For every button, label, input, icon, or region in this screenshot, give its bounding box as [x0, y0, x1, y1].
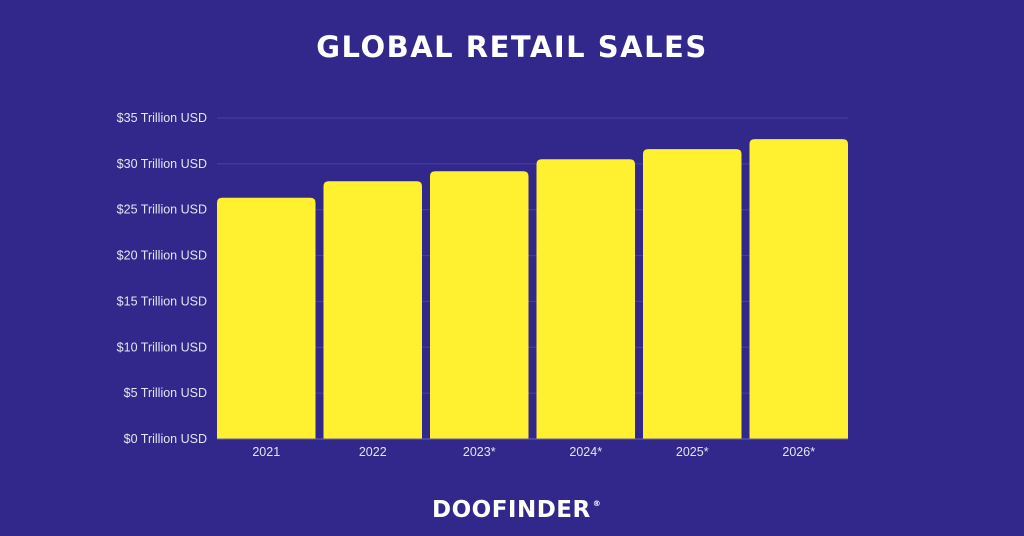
- y-tick-label: $0 Trillion USD: [124, 432, 207, 446]
- x-tick-label: 2025*: [676, 445, 709, 459]
- x-tick-label: 2021: [252, 445, 280, 459]
- bar-2026: [749, 139, 848, 439]
- y-tick-label: $15 Trillion USD: [117, 294, 207, 308]
- bar-2025: [643, 149, 742, 439]
- x-tick-label: 2026*: [782, 445, 815, 459]
- y-tick-label: $5 Trillion USD: [124, 386, 207, 400]
- registered-mark: ®: [592, 499, 602, 508]
- y-tick-label: $25 Trillion USD: [117, 203, 207, 217]
- logo-text: DOOFINDER: [432, 497, 591, 523]
- bar-2024: [536, 159, 635, 439]
- doofinder-logo: DOOFINDER ®: [432, 497, 601, 523]
- x-tick-label: 2023*: [463, 445, 496, 459]
- bar-2022: [323, 181, 422, 440]
- y-tick-label: $30 Trillion USD: [117, 157, 207, 171]
- y-tick-label: $35 Trillion USD: [117, 111, 207, 125]
- bar-2021: [217, 197, 316, 439]
- chart-title: GLOBAL RETAIL SALES: [316, 30, 708, 64]
- x-tick-label: 2024*: [569, 445, 602, 459]
- y-tick-label: $20 Trillion USD: [117, 249, 207, 263]
- y-tick-label: $10 Trillion USD: [117, 340, 207, 354]
- x-tick-label: 2022: [359, 445, 387, 459]
- bar-2023: [430, 171, 529, 440]
